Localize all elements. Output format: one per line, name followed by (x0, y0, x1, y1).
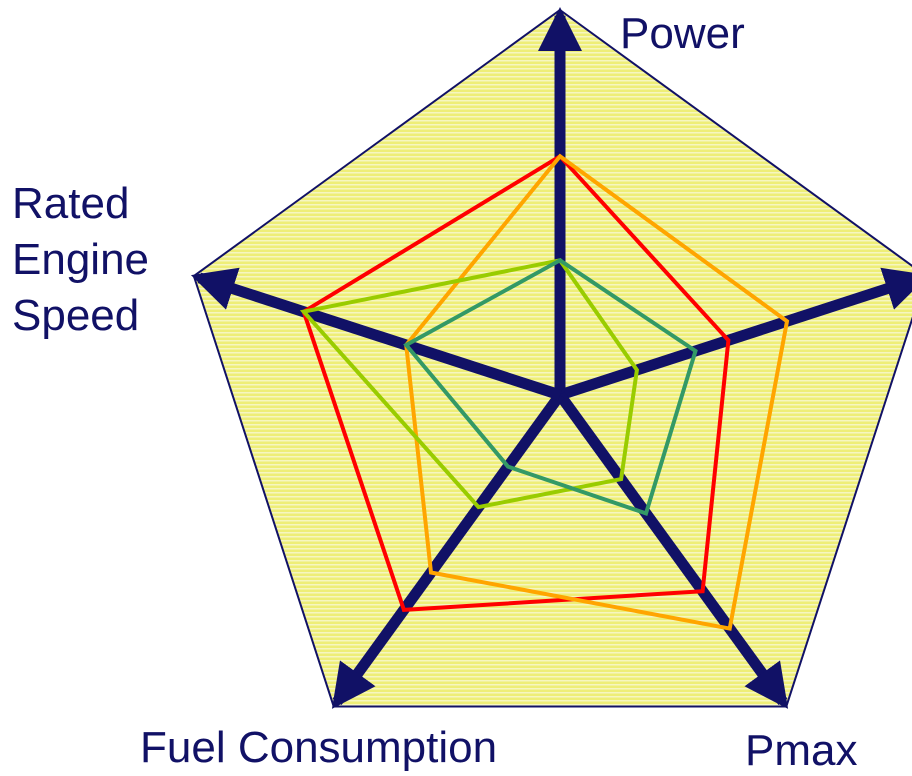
axis-label-line: Speed (12, 291, 139, 340)
series-line (299, 258, 639, 510)
axis-label: Power (620, 9, 745, 58)
axis-line (331, 391, 565, 709)
radar-frame (192, 8, 912, 708)
series-line (403, 257, 698, 516)
axis-line (558, 267, 912, 401)
series-line (301, 153, 731, 612)
axis-label: Fuel Consumption (140, 723, 497, 772)
axis-label-line: Rated (12, 179, 129, 228)
axis-label: Pmax (745, 726, 857, 775)
axis-line (190, 267, 562, 401)
series-line (404, 153, 790, 631)
axis-label: Rated Engine Speed (12, 179, 149, 340)
axis-line (555, 391, 789, 709)
axis-label-line: Engine (12, 235, 149, 284)
